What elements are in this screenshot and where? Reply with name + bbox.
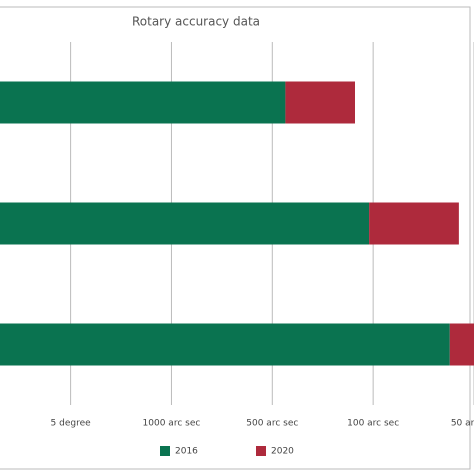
bar-segment bbox=[369, 202, 459, 245]
bar-segment bbox=[0, 81, 286, 124]
bar-segment bbox=[0, 202, 370, 245]
chart-title: Rotary accuracy data bbox=[132, 15, 260, 29]
legend-label: 2020 bbox=[271, 447, 294, 457]
legend-label: 2016 bbox=[175, 447, 198, 457]
x-tick-label: 5 degree bbox=[51, 419, 92, 429]
x-tick-label: 50 arc sec bbox=[451, 419, 474, 429]
chart-frame bbox=[0, 6, 471, 470]
bar-segment bbox=[449, 323, 474, 366]
x-tick-label: 500 arc sec bbox=[246, 419, 298, 429]
legend-swatch bbox=[256, 446, 266, 456]
bar-segment bbox=[0, 323, 450, 366]
x-tick-label: 100 arc sec bbox=[347, 419, 399, 429]
bar-segment bbox=[285, 81, 355, 124]
legend-swatch bbox=[160, 446, 170, 456]
x-tick-label: 1000 arc sec bbox=[143, 419, 201, 429]
